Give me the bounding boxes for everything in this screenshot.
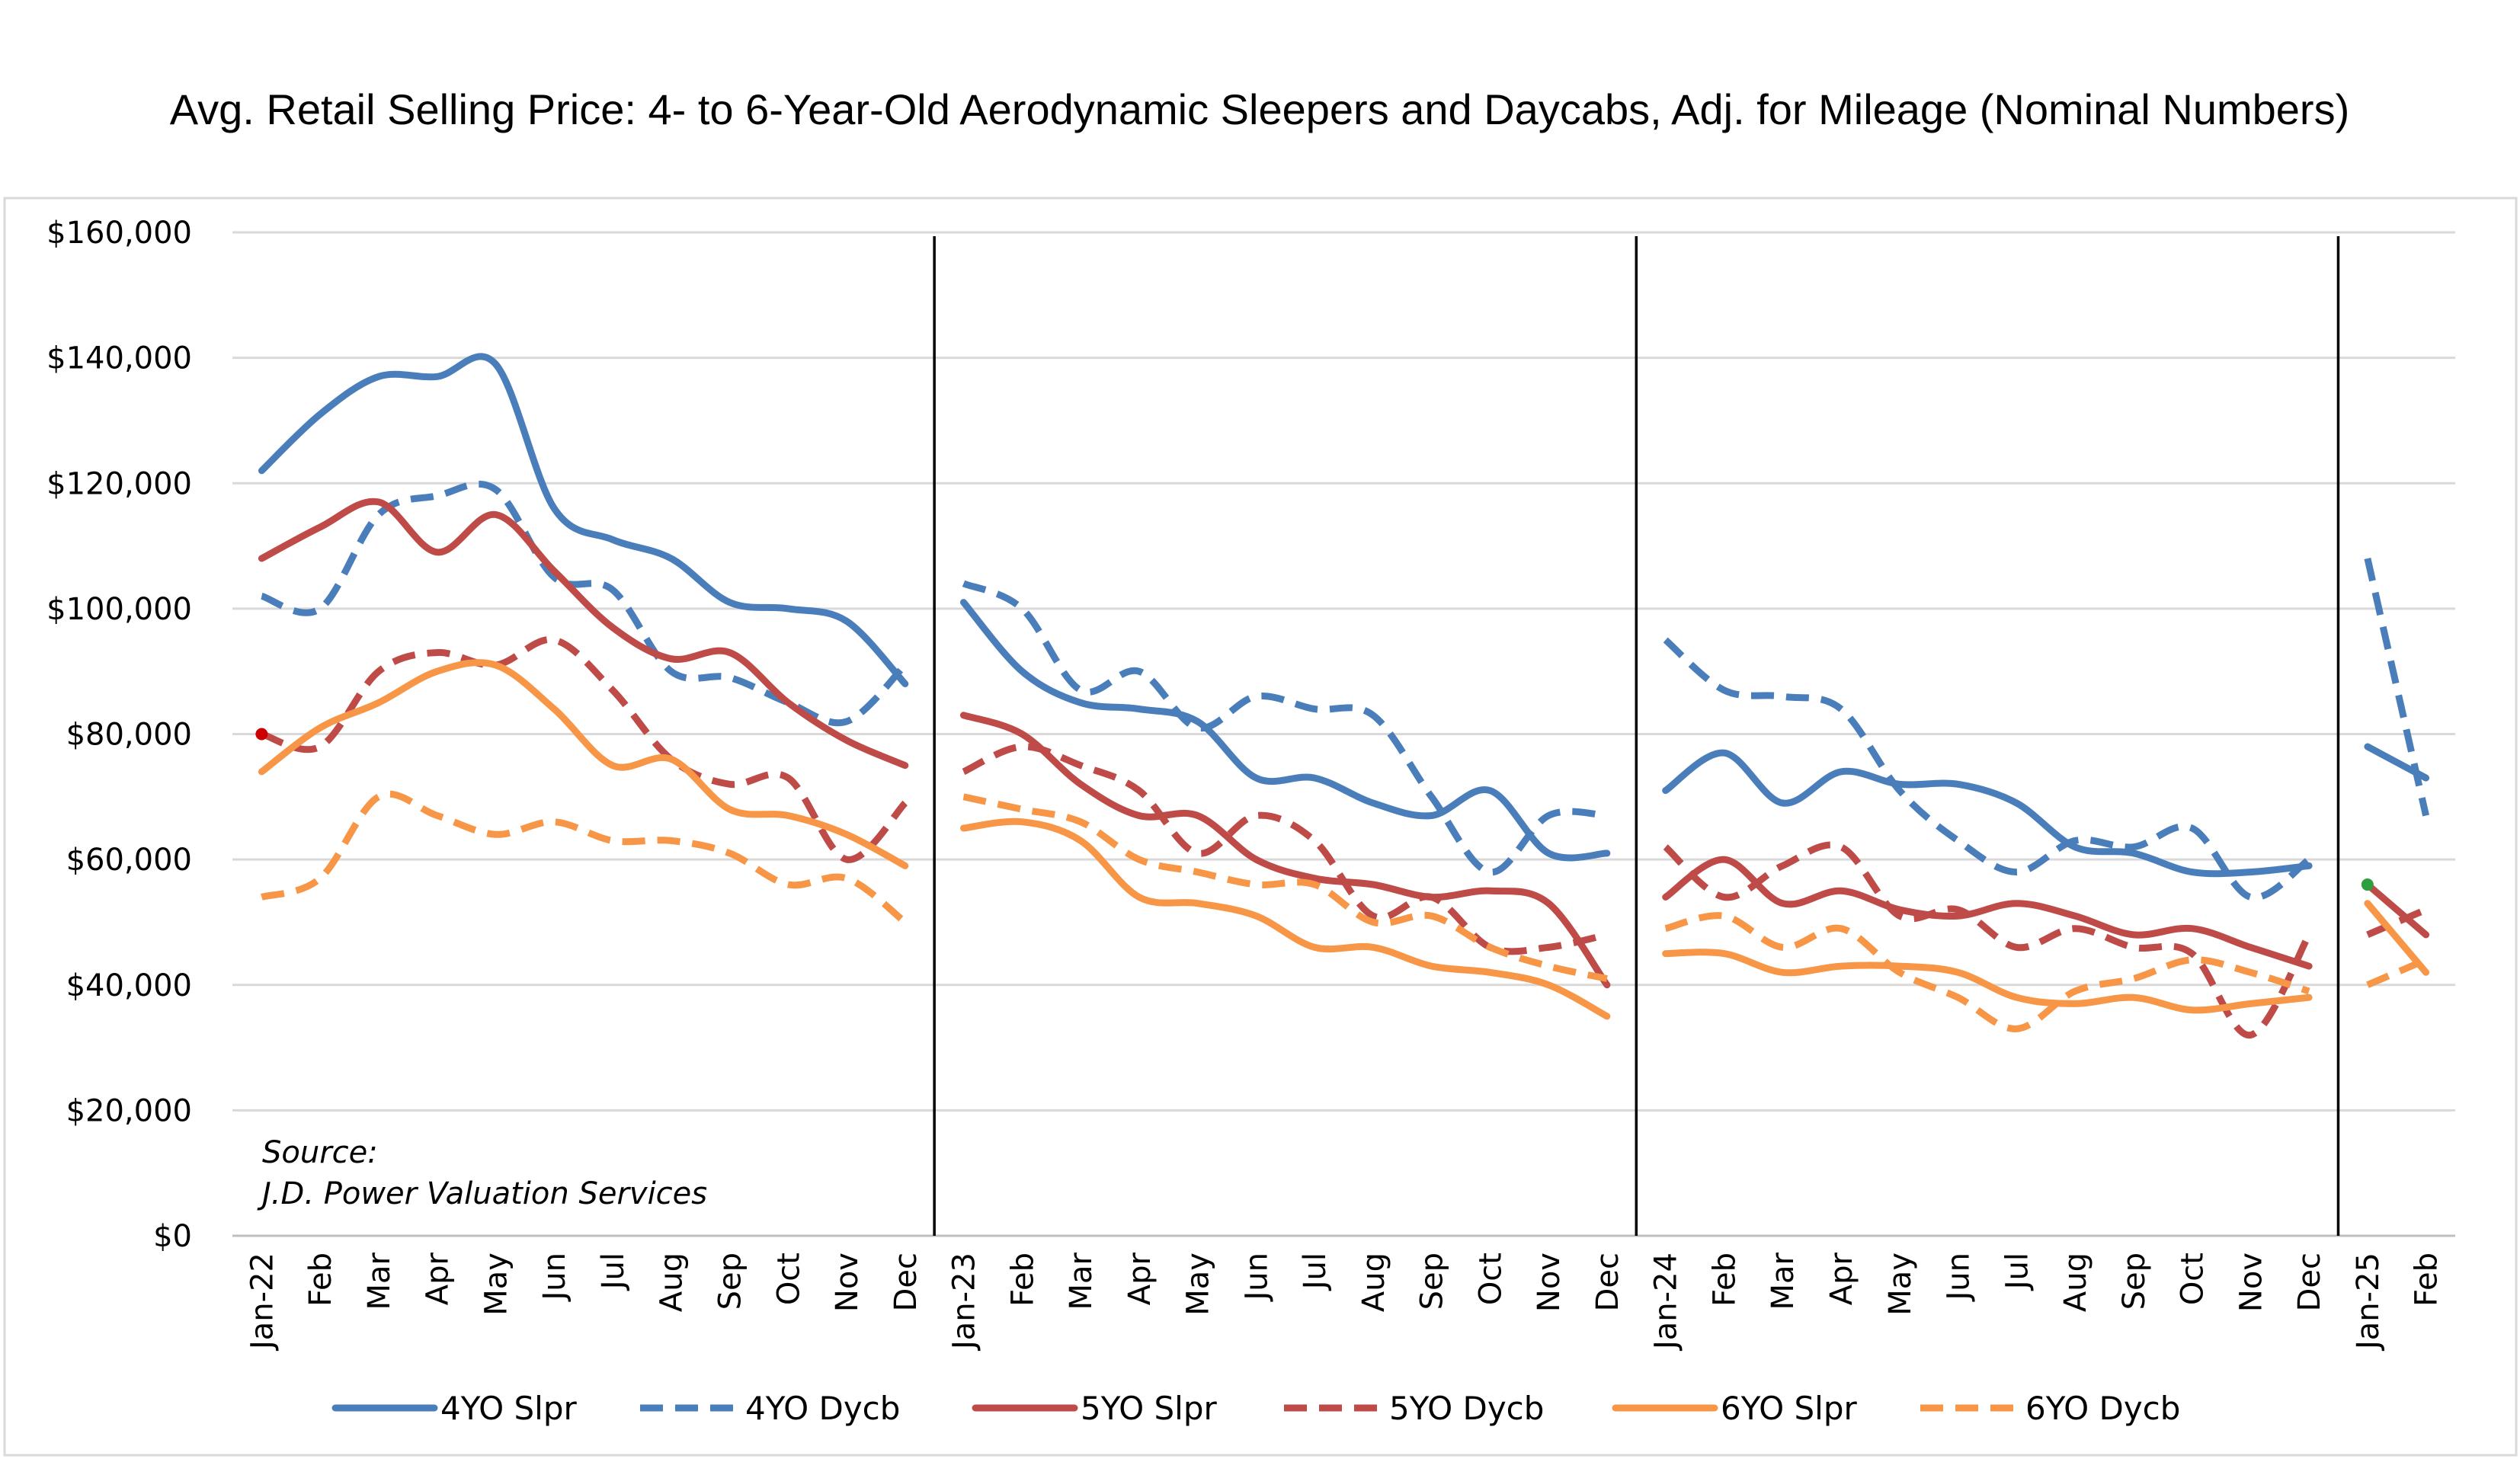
x-tick-label: Jul [596,1253,631,1291]
x-tick-label: Dec [889,1253,924,1311]
legend-label: 4YO Dycb [745,1390,900,1427]
series-line-5yo-slpr [1662,856,2313,970]
series-line-6yo-slpr [1662,949,2313,1014]
series-line-5yo-slpr [960,712,1611,989]
x-tick-label: Nov [830,1253,865,1312]
y-tick-label: $60,000 [66,843,192,878]
y-tick-label: $120,000 [46,466,192,501]
series-line-6yo-dycb [261,790,908,925]
y-tick-label: $0 [153,1219,192,1254]
y-axis-tick-labels: $0 $20,000 $40,000 $60,000 $80,000 $100,000 $1… [46,216,192,1254]
x-tick-label: Aug [2058,1253,2093,1312]
series-markers [255,728,2374,891]
series-line-5yo-slpr [258,498,909,769]
y-tick-label: $100,000 [46,592,192,627]
data-point-marker [2361,878,2374,891]
y-tick-label: $160,000 [46,216,192,251]
x-tick-label: Feb [1005,1253,1040,1307]
x-tick-label: Apr [421,1252,456,1305]
x-tick-label: Dec [2292,1253,2327,1311]
series-line-6yo-dycb [2366,956,2428,988]
x-tick-label: Jan-24 [1649,1253,1684,1352]
x-tick-label: Sep [2117,1253,2152,1310]
x-tick-label: May [479,1253,514,1316]
x-tick-label: Jul [2000,1253,2035,1291]
x-tick-label: Apr [1122,1252,1158,1305]
series-line-4yo-dycb [1663,637,2311,901]
x-tick-label: Feb [2410,1253,2445,1307]
series-line-5yo-dycb [1663,841,2313,1039]
legend-label: 4YO Slpr [440,1390,577,1427]
gridlines [232,231,2455,1237]
x-tick-label: Nov [2233,1253,2269,1312]
x-tick-label: Oct [771,1253,806,1305]
x-tick-label: Jun [1942,1253,1977,1303]
series-line-4yo-dycb [260,480,908,727]
source-label: Source: [262,1135,378,1170]
series-line-5yo-dycb [261,636,908,863]
x-tick-label: May [1883,1253,1918,1316]
legend-label: 5YO Slpr [1081,1390,1217,1427]
x-tick-label: Sep [1415,1253,1450,1310]
x-tick-label: Sep [712,1253,748,1310]
series-line-6yo-dycb [962,793,1608,982]
x-tick-label: Dec [1590,1253,1625,1311]
series-line-4yo-slpr [258,353,909,688]
x-tick-label: Feb [1707,1253,1742,1307]
plot-frame [3,197,2518,1457]
series-line-5yo-dycb [2366,906,2428,939]
x-tick-label: Jun [537,1253,572,1303]
series-line-4yo-slpr [1662,749,2313,878]
series-line-6yo-dycb [1664,912,2310,1032]
chart-title: Avg. Retail Selling Price: 4- to 6-Year-… [170,85,2349,133]
y-tick-label: $40,000 [66,968,192,1003]
x-tick-label: Jan-25 [2351,1253,2386,1352]
x-tick-label: Mar [362,1252,397,1310]
year-separators [933,236,2340,1236]
x-tick-label: Aug [655,1253,690,1312]
legend-label: 5YO Dycb [1389,1390,1544,1427]
x-tick-label: Nov [1532,1253,1567,1312]
x-tick-label: Mar [1064,1252,1099,1310]
series-line-4yo-slpr [2364,743,2430,782]
x-tick-label: May [1181,1253,1216,1316]
y-tick-label: $20,000 [66,1093,192,1128]
series-line-6yo-slpr [960,817,1611,1020]
legend-label: 6YO Slpr [1721,1390,1857,1427]
series-lines [258,353,2430,1039]
x-axis-tick-labels: Jan-22 Feb Mar Apr May Jun Jul Aug Sep Oct Nov Dec J… [245,1252,2444,1352]
series-line-4yo-dycb [962,580,1608,876]
legend: 4YO Slpr 4YO Dycb 5YO Slpr 5YO Dycb 6YO Slpr… [331,1390,2180,1427]
series-line-4yo-slpr [960,599,1611,862]
x-tick-label: Mar [1766,1252,1801,1310]
x-tick-label: Apr [1824,1252,1859,1305]
x-tick-label: Oct [1473,1253,1508,1305]
x-tick-label: Jul [1298,1253,1333,1291]
y-tick-label: $80,000 [66,718,192,753]
data-point-marker [255,728,268,741]
y-tick-label: $140,000 [46,341,192,376]
series-line-6yo-slpr [2364,900,2430,976]
x-tick-label: Oct [2176,1253,2211,1305]
legend-label: 6YO Dycb [2025,1390,2180,1427]
x-tick-label: Jan-22 [245,1253,280,1352]
x-tick-label: Feb [303,1253,338,1307]
series-line-6yo-slpr [258,659,909,869]
source-text: J.D. Power Valuation Services [257,1176,707,1211]
x-tick-label: Aug [1356,1253,1391,1312]
x-tick-label: Jan-23 [947,1253,982,1352]
x-tick-label: Jun [1239,1253,1274,1303]
